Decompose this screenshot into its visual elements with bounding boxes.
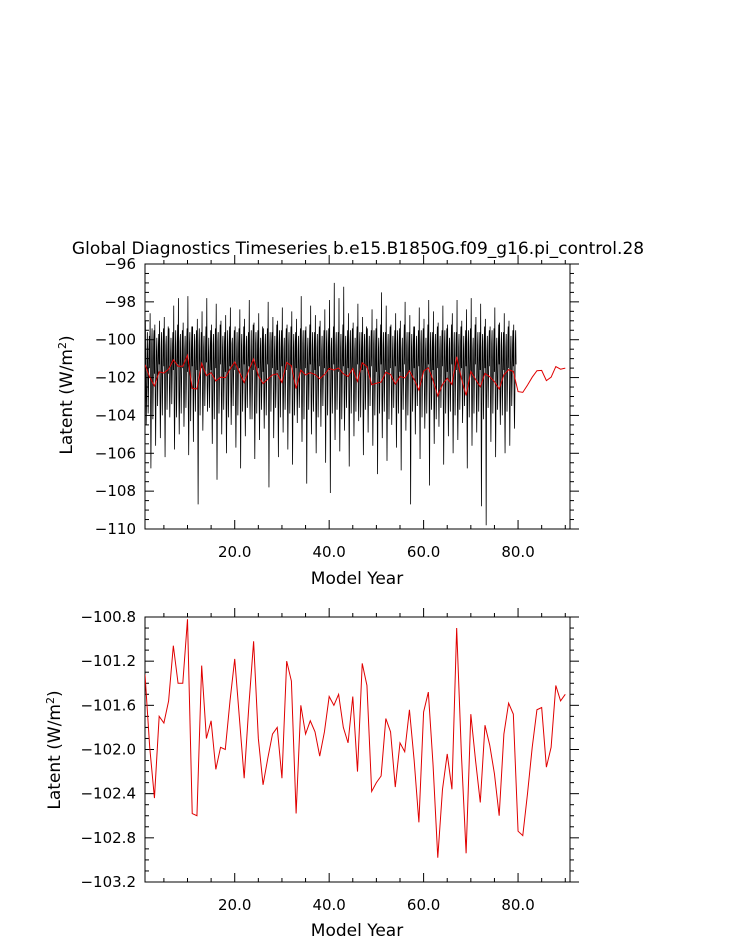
chart-title: Global Diagnostics Timeseries b.e15.B185… bbox=[72, 239, 644, 259]
x-tick-label: 80.0 bbox=[501, 543, 534, 561]
y-tick-label: −102 bbox=[95, 369, 136, 387]
y-tick-label: −100 bbox=[95, 331, 136, 349]
y-tick-label: −96 bbox=[104, 255, 136, 273]
y-tick-label: −110 bbox=[95, 520, 136, 538]
y-tick-label: −104 bbox=[95, 406, 136, 424]
x-tick-label: 60.0 bbox=[407, 543, 440, 561]
series-line-monthly bbox=[145, 282, 517, 526]
y-tick-label: −102.4 bbox=[80, 785, 136, 803]
y-tick-label: −103.2 bbox=[80, 873, 136, 891]
x-tick-label: 80.0 bbox=[501, 896, 534, 914]
plot-area-top: 20.0 40.0 60.0 80.0 −110 −108 −106 −104 −102 −100… bbox=[95, 255, 579, 561]
x-tick-label: 40.0 bbox=[312, 543, 345, 561]
x-tick-label: 40.0 bbox=[312, 896, 345, 914]
y-tick-label: −102.8 bbox=[80, 829, 136, 847]
y-tick-label: −101.2 bbox=[80, 652, 136, 670]
y-tick-label: −100.8 bbox=[80, 608, 136, 626]
axes: 20.0 40.0 60.0 80.0 −103.2 −102.8 −102.4 −102.0… bbox=[80, 608, 579, 914]
y-tick-label: −101.6 bbox=[80, 696, 136, 714]
timeseries-chart-bottom: 20.0 40.0 60.0 80.0 −103.2 −102.8 −102.4 −102.0… bbox=[44, 608, 579, 941]
y-axis-label-bottom: Latent (W/m2) bbox=[44, 690, 66, 809]
y-tick-label: −98 bbox=[104, 293, 136, 311]
plot-area-bottom: 20.0 40.0 60.0 80.0 −103.2 −102.8 −102.4 −102.0… bbox=[80, 608, 579, 914]
x-tick-label: 20.0 bbox=[218, 543, 251, 561]
x-axis-label-bottom: Model Year bbox=[311, 921, 403, 941]
x-tick-label: 60.0 bbox=[407, 896, 440, 914]
x-axis-label-top: Model Year bbox=[311, 569, 403, 589]
y-tick-label: −108 bbox=[95, 482, 136, 500]
series-line-annual bbox=[145, 353, 566, 398]
axes: 20.0 40.0 60.0 80.0 −110 −108 −106 −104 −102 −100… bbox=[95, 255, 579, 561]
y-tick-label: −102.0 bbox=[80, 741, 136, 759]
y-tick-label: −106 bbox=[95, 444, 136, 462]
timeseries-chart-top: Global Diagnostics Timeseries b.e15.B185… bbox=[56, 239, 645, 589]
plot-frame bbox=[144, 616, 571, 883]
x-tick-label: 20.0 bbox=[218, 896, 251, 914]
y-axis-label-top: Latent (W/m2) bbox=[56, 335, 78, 454]
series-line-annual bbox=[145, 619, 566, 858]
